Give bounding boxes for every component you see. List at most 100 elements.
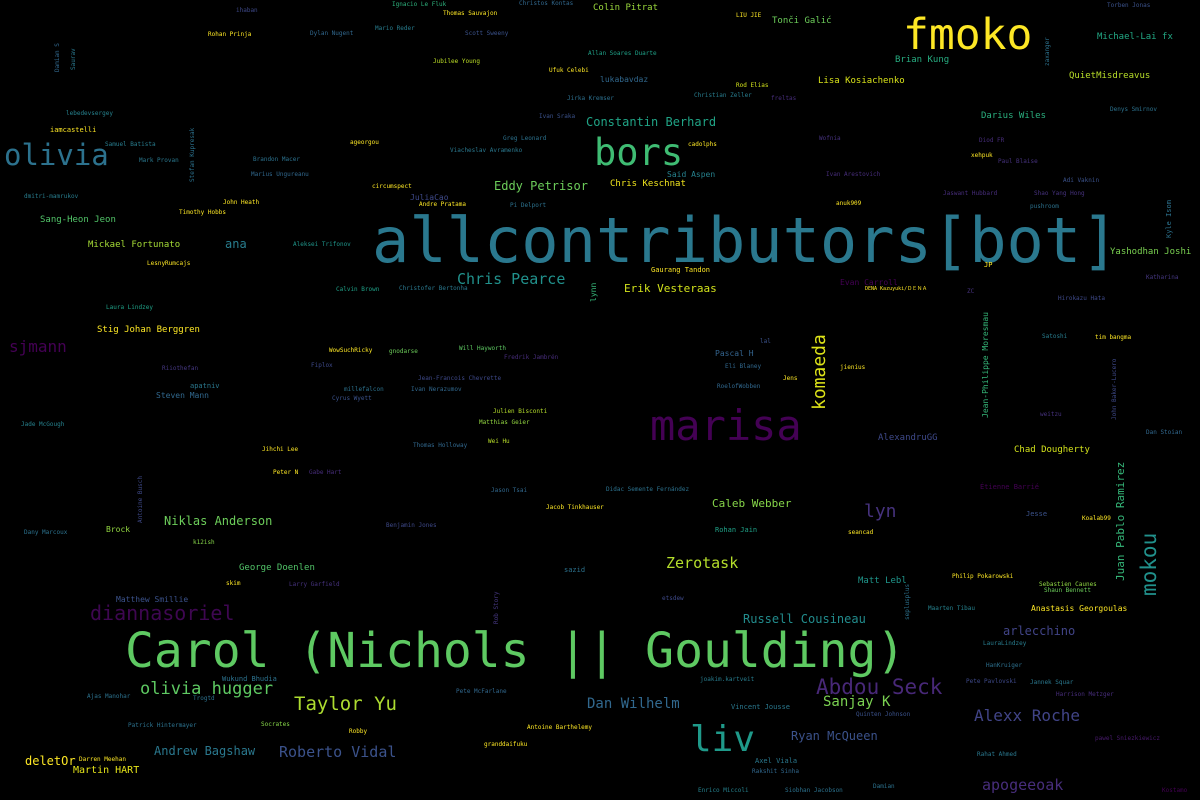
word-didac-semente-fernandez: Didac Semente Fernández	[606, 486, 690, 493]
word-timothy-hobbs: Timothy Hobbs	[179, 209, 226, 216]
word-caleb-webber: Caleb Webber	[712, 497, 792, 510]
word-christian-zeller: Christian Zeller	[694, 92, 752, 99]
word-hankruiger: HanKruiger	[986, 662, 1023, 669]
word-shao-yang-hong: Shao Yang Hong	[1034, 190, 1085, 197]
word-jason-tsai: Jason Tsai	[491, 487, 528, 494]
word-robby: Robby	[349, 728, 368, 735]
word-sebastien-caunes: Sebastien Caunes	[1039, 581, 1097, 588]
word-aleksei-trifonov: Aleksei Trifonov	[293, 241, 351, 248]
word-alexx-roche: Alexx Roche	[974, 706, 1080, 725]
word-matthias-geier: Matthias Geier	[479, 419, 530, 426]
word-pete-mcfarlane: Pete McFarlane	[456, 688, 507, 695]
word-dmitri-mamrukov: dmitri-mamrukov	[24, 193, 79, 200]
word-deletor: deletOr	[25, 754, 76, 768]
word-marius-ungureanu: Marius Ungureanu	[251, 171, 309, 178]
word-tim-bangma: tim bangma	[1095, 334, 1132, 341]
word-john-heath: John Heath	[223, 199, 260, 206]
word-jienius: jienius	[840, 364, 866, 371]
word-eddy-petrisor: Eddy Petrisor	[494, 179, 588, 193]
word-pawel-sniezkiewicz: pawel Sniezkiewicz	[1095, 735, 1161, 742]
word-juan-pablo-ramirez: Juan Pablo Ramirez	[1114, 461, 1127, 581]
word-liv: liv	[690, 719, 756, 760]
word-damian-s: Damian S	[54, 43, 61, 72]
word-etsdew: etsdew	[662, 595, 684, 602]
word-evan-carroll: Evan Carroll	[840, 278, 898, 287]
word-niklas-anderson: Niklas Anderson	[164, 514, 273, 528]
word-kyle-isom: Kyle Isom	[1165, 200, 1173, 238]
word-k12ish: k12ish	[193, 539, 215, 546]
word-vincent-jousse: Vincent Jousse	[731, 703, 791, 711]
word-jirka-kremser: Jirka Kremser	[567, 95, 614, 102]
word-gaurang-tandon: Gaurang Tandon	[651, 266, 711, 274]
word-scott-sweeny: Scott Sweeny	[465, 30, 509, 37]
word-bors: bors	[594, 131, 684, 174]
word-jade-mcgough: Jade McGough	[21, 421, 65, 428]
word-stefan-kupresak: Stefan Kupresak	[189, 127, 196, 182]
word-dan-wilhelm: Dan Wilhelm	[587, 696, 680, 712]
word-rob-story: Rob Story	[493, 591, 500, 624]
word-rakshit-sinha: Rakshit Sinha	[752, 768, 799, 775]
word-seancad: seancad	[848, 529, 874, 536]
word-diod-fr: Diod FR	[979, 137, 1005, 144]
word-satoshi: Satoshi	[1042, 333, 1068, 340]
word-rahat-ahmed: Rahat Ahmed	[977, 751, 1017, 758]
word-allcontributors: allcontributors[bot]	[372, 204, 1119, 277]
word-larry-garfield: Larry Garfield	[289, 581, 340, 588]
word-taylor-yu: Taylor Yu	[294, 693, 397, 715]
word-philip-pokarowski: Philip Pokarowski	[952, 573, 1014, 580]
word-calvin-brown: Calvin Brown	[336, 286, 380, 293]
word-alexandrugg: AlexandruGG	[878, 433, 938, 443]
word-mokou: mokou	[1137, 532, 1161, 596]
word-denys-smirnov: Denys Smirnov	[1110, 106, 1157, 113]
word-wofnia: Wofnia	[819, 135, 841, 142]
word-enrico-miccoli: Enrico Miccoli	[698, 787, 749, 794]
word-eli-blaney: Eli Blaney	[725, 363, 762, 370]
word-quinten-johnson: Quinten Johnson	[856, 711, 911, 718]
word-zaxanger: zaxanger	[1044, 37, 1051, 66]
word-wei-hu: Wei Hu	[488, 438, 510, 445]
word-apatniv: apatniv	[190, 382, 220, 390]
word-fredrik-jambren: Fredrik Jambrén	[504, 354, 559, 361]
word-joakim-kartveit: joakim.kartveit	[700, 676, 755, 683]
word-anuk909: anuk909	[836, 200, 862, 207]
word-christos-kontas: Christos Kontas	[519, 0, 574, 7]
word-ageorgou: ageorgou	[350, 139, 379, 146]
word-brian-kung: Brian Kung	[895, 55, 950, 65]
word-seplusplus: seplusplus	[904, 583, 911, 620]
word-weitzu: weitzu	[1040, 411, 1062, 418]
word-pushroom: pushroom	[1030, 203, 1059, 210]
word-etienne-barrie: Étienne Barrié	[980, 483, 1040, 491]
word-thomas-holloway: Thomas Holloway	[413, 442, 468, 449]
word-brandon-macer: Brandon Macer	[253, 156, 300, 163]
word-maarten-tibau: Maarten Tibau	[928, 605, 975, 612]
word-thomas-sauvajon: Thomas Sauvajon	[443, 10, 498, 17]
word-fmoko: fmoko	[903, 10, 1033, 60]
word-skim: skim	[226, 580, 241, 587]
word-russell-cousineau: Russell Cousineau	[743, 612, 866, 626]
word-sazid: sazid	[564, 566, 586, 574]
word-koalab99: Koalab99	[1082, 515, 1111, 522]
word-said-aspen: Said Aspen	[667, 170, 716, 179]
word-roberto-vidal: Roberto Vidal	[279, 743, 397, 761]
word-jean-francois-chevrette: Jean-Francois Chevrette	[418, 375, 502, 382]
word-jacob-tinkhauser: Jacob Tinkhauser	[546, 504, 604, 511]
word-sjmann: sjmann	[9, 337, 67, 356]
word-lebedevsergey: lebedevsergey	[66, 110, 113, 117]
word-lisa-kosiachenko: Lisa Kosiachenko	[818, 76, 905, 86]
word-allan-soares-duarte: Allan Soares Duarte	[588, 50, 657, 57]
word-sang-heon-jeon: Sang-Heon Jeon	[40, 215, 116, 225]
word-xehpuk: xehpuk	[971, 152, 993, 159]
word-kostamo: Kostamo	[1162, 787, 1188, 794]
word-sanjay-k: Sanjay K	[823, 694, 891, 710]
word-jaswant-hubbard: Jaswant Hubbard	[943, 190, 998, 197]
word-olivia-hugger: olivia hugger	[140, 679, 274, 699]
word-brock: Brock	[106, 525, 131, 534]
word-adi-vaknin: Adi Vaknin	[1063, 177, 1100, 184]
word-colin-pitrat: Colin Pitrat	[593, 3, 659, 13]
word-laura-lindzey: Laura Lindzey	[106, 304, 153, 311]
word-stig-johan-berggren: Stig Johan Berggren	[97, 325, 200, 335]
word-andrew-bagshaw: Andrew Bagshaw	[154, 744, 256, 758]
word-damian: Damian	[873, 783, 895, 790]
word-mickael-fortunato: Mickael Fortunato	[88, 240, 181, 250]
word-viacheslav-avramenko: Viacheslav Avramenko	[450, 147, 523, 154]
